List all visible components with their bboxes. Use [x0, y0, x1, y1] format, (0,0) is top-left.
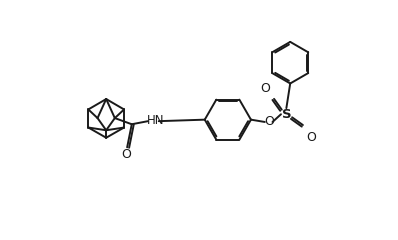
Text: O: O: [264, 115, 274, 128]
Text: O: O: [261, 82, 271, 95]
Text: HN: HN: [146, 114, 164, 126]
Text: O: O: [306, 131, 316, 144]
Text: O: O: [121, 148, 131, 161]
Text: S: S: [281, 108, 291, 121]
